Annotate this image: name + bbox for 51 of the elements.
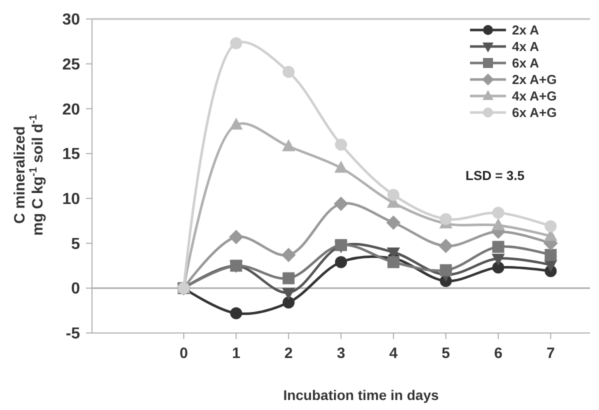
x-tick-label: 7 bbox=[546, 345, 555, 362]
point bbox=[492, 206, 504, 219]
point bbox=[492, 218, 505, 230]
legend-label: 4x A bbox=[512, 39, 540, 54]
y-tick-label: 30 bbox=[62, 12, 80, 29]
point bbox=[335, 138, 347, 151]
point bbox=[544, 220, 557, 232]
point bbox=[282, 139, 296, 152]
point bbox=[492, 240, 504, 253]
y-tick-label: 5 bbox=[71, 236, 80, 253]
point bbox=[230, 118, 243, 130]
x-tick-label: 6 bbox=[494, 345, 502, 362]
legend-label: 6x A+G bbox=[512, 105, 557, 120]
point bbox=[230, 37, 242, 50]
x-tick-label: 2 bbox=[284, 345, 293, 362]
x-tick-label: 5 bbox=[442, 345, 450, 362]
point bbox=[282, 288, 296, 300]
point bbox=[281, 248, 296, 262]
point bbox=[334, 160, 348, 173]
point bbox=[282, 66, 295, 78]
legend-label: 4x A+G bbox=[512, 88, 557, 104]
y-tick-label: 25 bbox=[62, 56, 80, 74]
legend-label: 6x A bbox=[512, 56, 540, 71]
y-tick-label: 0 bbox=[71, 280, 80, 298]
x-tick-label: 4 bbox=[389, 345, 398, 362]
y-tick-label: 10 bbox=[62, 191, 80, 208]
y-tick-label: 20 bbox=[62, 101, 80, 118]
point bbox=[230, 307, 242, 320]
point bbox=[438, 238, 454, 254]
x-tick-label: 0 bbox=[180, 345, 188, 362]
x-tick-label: 3 bbox=[336, 345, 346, 362]
point bbox=[544, 248, 557, 261]
point bbox=[387, 256, 400, 268]
legend-label: 2x A+G bbox=[512, 72, 557, 88]
x-tick-label: 1 bbox=[232, 345, 240, 362]
annotation: LSD = 3.5 bbox=[466, 168, 524, 183]
point bbox=[440, 213, 452, 226]
point bbox=[492, 262, 504, 274]
point bbox=[334, 196, 348, 212]
x-axis-title: Incubation time in days bbox=[283, 387, 439, 403]
y-tick-label: -5 bbox=[66, 326, 80, 343]
point bbox=[282, 296, 295, 308]
point bbox=[282, 272, 295, 284]
point bbox=[492, 254, 505, 266]
point bbox=[386, 215, 401, 230]
point bbox=[387, 188, 400, 201]
point bbox=[228, 230, 244, 244]
point bbox=[335, 256, 347, 268]
legend-label: 2x A bbox=[512, 22, 540, 38]
y-tick-label: 15 bbox=[62, 146, 80, 164]
point bbox=[440, 264, 452, 276]
